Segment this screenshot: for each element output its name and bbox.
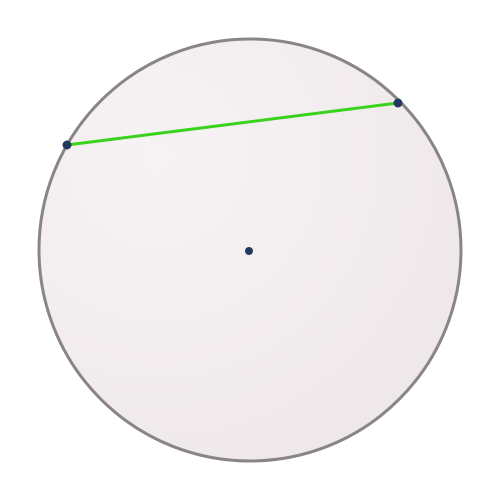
chord-segment bbox=[65, 101, 400, 147]
chord-endpoint-left bbox=[62, 140, 72, 150]
circle-center-point bbox=[245, 247, 253, 255]
chord-endpoint-right bbox=[393, 98, 403, 108]
